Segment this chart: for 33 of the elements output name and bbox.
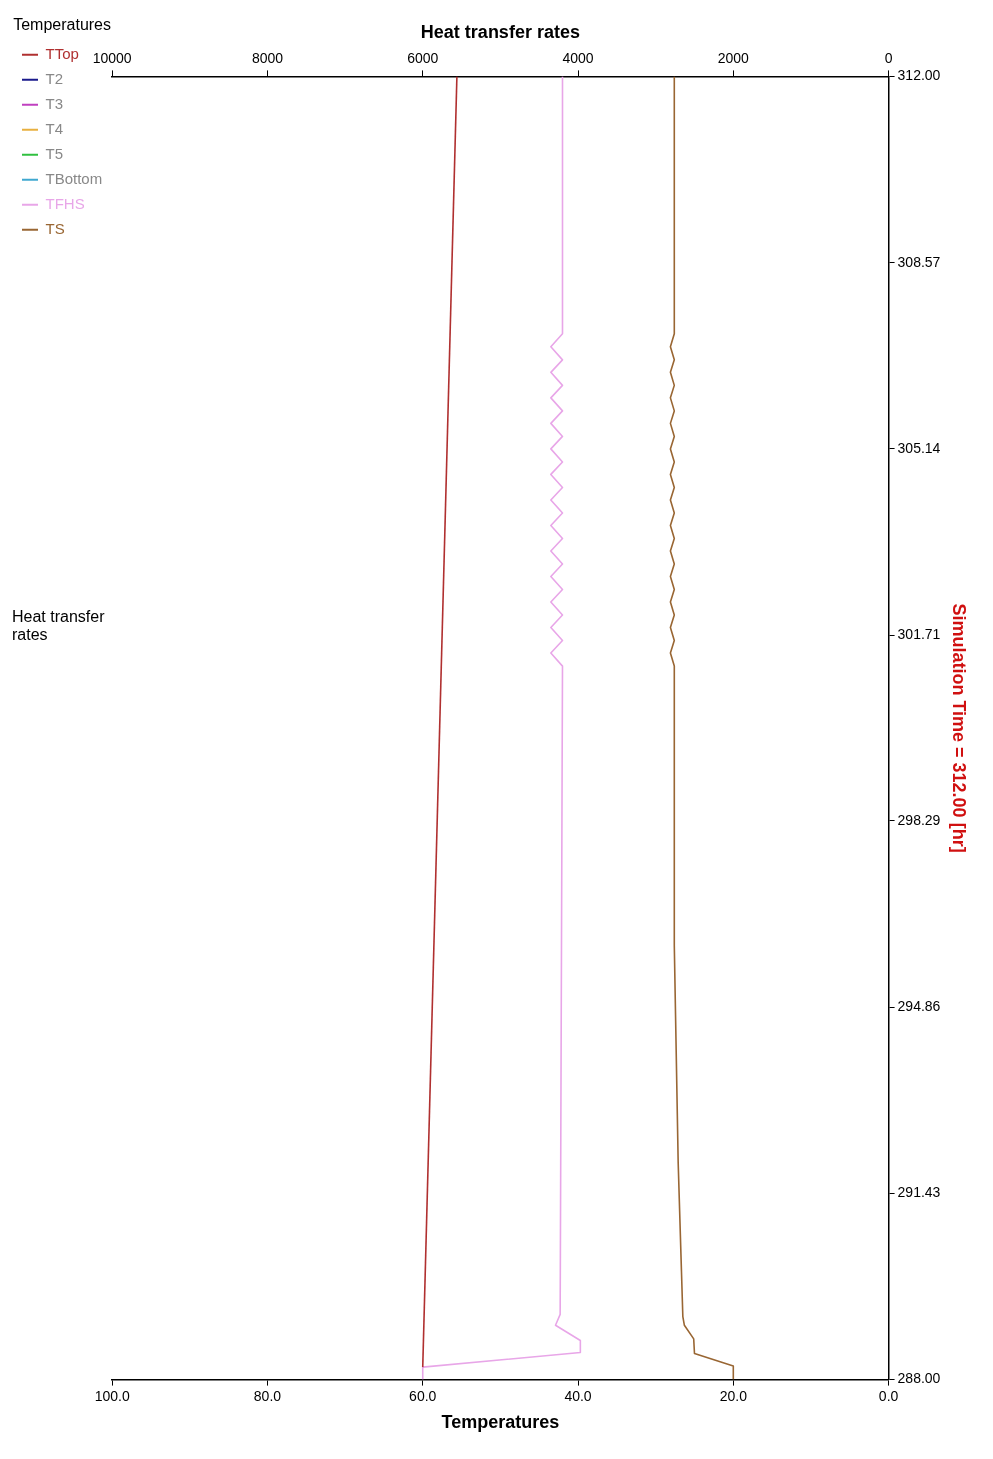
legend-label: TS xyxy=(45,219,65,237)
x2-tick-label: 4000 xyxy=(562,49,594,66)
x-tick-label: 0.0 xyxy=(878,1387,899,1404)
x-tick-label: 80.0 xyxy=(253,1387,282,1404)
y-tick-label: 298.29 xyxy=(897,811,941,828)
legend-label: T5 xyxy=(45,144,64,162)
legend-title: Temperatures xyxy=(13,16,112,34)
x-tick-label: 40.0 xyxy=(564,1387,592,1404)
y-tick-label: 288.00 xyxy=(897,1370,941,1387)
x-tick-label: 20.0 xyxy=(719,1387,748,1404)
x2-tick-label: 8000 xyxy=(251,49,284,66)
x2-tick-label: 6000 xyxy=(407,49,439,66)
y-tick-label: 301.71 xyxy=(897,626,941,643)
x2-axis-title: Heat transfer rates xyxy=(420,21,580,42)
x2-tick-label: 2000 xyxy=(717,49,750,66)
legend-label: T2 xyxy=(45,69,64,87)
y-tick-label: 312.00 xyxy=(897,67,941,84)
legend-label: TTop xyxy=(45,44,79,62)
legend-label: T3 xyxy=(45,94,64,112)
legend-label: TBottom xyxy=(45,169,103,187)
x-tick-label: 60.0 xyxy=(409,1387,437,1404)
y-axis-title: Simulation Time = 312.00 [hr] xyxy=(949,603,970,853)
x2-tick-label: 0 xyxy=(884,49,893,66)
y-tick-label: 308.57 xyxy=(897,253,941,270)
y-tick-label: 305.14 xyxy=(897,439,941,456)
x-axis-title: Temperatures xyxy=(441,1412,560,1433)
x-tick-label: 100.0 xyxy=(94,1387,130,1404)
legend-label: T4 xyxy=(45,119,64,137)
y-tick-label: 294.86 xyxy=(897,997,941,1014)
x2-tick-label: 10000 xyxy=(92,49,132,66)
y-tick-label: 291.43 xyxy=(897,1184,941,1201)
text: Heat transfer rates xyxy=(12,608,106,644)
legend-label: TFHS xyxy=(45,194,85,212)
